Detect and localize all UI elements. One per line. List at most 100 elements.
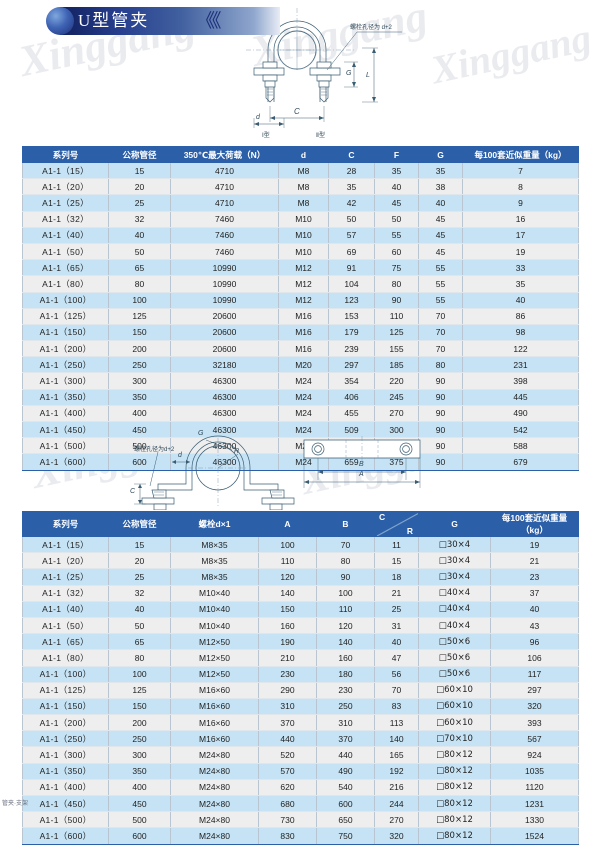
cell-3: M8 — [278, 194, 329, 212]
cell-4: 123 — [328, 291, 375, 309]
cell-2: 20600 — [170, 340, 279, 358]
cell-4: 28 — [328, 161, 375, 180]
cell-1: 25 — [108, 568, 171, 586]
cell-5: 245 — [374, 388, 419, 406]
cell-2: 7460 — [170, 210, 279, 228]
cell-3: 160 — [258, 616, 317, 635]
cell-4: 490 — [316, 762, 375, 780]
cell-1: 350 — [108, 388, 171, 406]
cell-1: 80 — [108, 649, 171, 667]
cell-3: M16 — [278, 340, 329, 358]
cell-3: M12 — [278, 275, 329, 293]
table-row: A1-1（450） 450 46300 M24 509 300 90 542 — [22, 420, 579, 439]
cell-1: 400 — [108, 778, 171, 797]
cell-7: 19 — [462, 242, 579, 261]
cell-5: 320 — [374, 827, 419, 845]
cell-1: 40 — [108, 600, 171, 618]
cell-2: M8×35 — [170, 568, 259, 586]
col-header-f: F — [374, 146, 419, 163]
table-row: A1-1（32） 32 M10×40 140 100 21 □40×4 37 — [22, 584, 579, 602]
cell-0: A1-1（350） — [22, 762, 109, 780]
table-row: A1-1（100） 100 10990 M12 123 90 55 40 — [22, 291, 579, 309]
cell-2: 46300 — [170, 437, 279, 455]
cell-6: □80×12 — [418, 811, 491, 829]
cell-7: 98 — [462, 323, 579, 342]
cell-0: A1-1（65） — [22, 633, 109, 651]
cell-1: 350 — [108, 762, 171, 780]
col-header-r: R — [406, 526, 413, 536]
cell-5: 15 — [374, 552, 419, 570]
cell-6: □60×10 — [418, 714, 491, 732]
cell-1: 250 — [108, 356, 171, 374]
cell-2: M24×80 — [170, 762, 259, 780]
u-bolt-clamp-drawing: 螺栓孔径为 d+2 C d G L Ⅰ型 Ⅱ型 — [232, 2, 432, 140]
cell-0: A1-1（500） — [22, 437, 109, 455]
cell-6: □70×10 — [418, 730, 491, 748]
cell-7: 33 — [462, 259, 579, 277]
cell-5: 83 — [374, 697, 419, 716]
dim-label-d: d — [178, 452, 182, 459]
cell-7: 542 — [462, 420, 579, 439]
cell-1: 80 — [108, 275, 171, 293]
cell-1: 450 — [108, 794, 171, 813]
dim-label-r: R — [234, 448, 240, 455]
cell-6: 38 — [418, 178, 463, 196]
cell-6: □80×12 — [418, 778, 491, 797]
cell-6: 70 — [418, 323, 463, 342]
cell-5: 56 — [374, 665, 419, 683]
cell-7: 588 — [462, 437, 579, 455]
cell-3: 370 — [258, 714, 317, 732]
cell-4: 455 — [328, 404, 375, 423]
cell-2: 7460 — [170, 242, 279, 261]
cell-1: 20 — [108, 178, 171, 196]
cell-3: M10 — [278, 210, 329, 228]
table-row: A1-1（150） 150 20600 M16 179 125 70 98 — [22, 323, 579, 342]
cell-2: M12×50 — [170, 633, 259, 651]
cell-3: M16 — [278, 307, 329, 325]
cell-0: A1-1（32） — [22, 584, 109, 602]
col-header-c-r: C R — [374, 511, 419, 537]
cell-3: 830 — [258, 827, 317, 845]
cell-1: 400 — [108, 404, 171, 423]
table-row: A1-1（25） 25 4710 M8 42 45 40 9 — [22, 194, 579, 212]
cell-0: A1-1（100） — [22, 291, 109, 309]
cell-3: M16 — [278, 323, 329, 342]
cell-6: 90 — [418, 420, 463, 439]
cell-0: A1-1（350） — [22, 388, 109, 406]
cell-6: 55 — [418, 275, 463, 293]
cell-7: 106 — [490, 649, 579, 667]
cell-4: 160 — [316, 649, 375, 667]
table2-body: A1-1（15） 15 M8×35 100 70 11 □30×4 19 A1-1（20） 20 M… — [22, 535, 579, 845]
cell-4: 104 — [328, 275, 375, 293]
cell-2: 32180 — [170, 356, 279, 374]
cell-1: 20 — [108, 552, 171, 570]
cell-2: 10990 — [170, 291, 279, 309]
cell-1: 600 — [108, 827, 171, 845]
cell-3: M10 — [278, 242, 329, 261]
cell-3: M12 — [278, 259, 329, 277]
cell-1: 500 — [108, 811, 171, 829]
cell-0: A1-1（300） — [22, 372, 109, 390]
table-row: A1-1（65） 65 10990 M12 91 75 55 33 — [22, 259, 579, 277]
cell-3: 120 — [258, 568, 317, 586]
cell-1: 125 — [108, 307, 171, 325]
table-row: A1-1（400） 400 46300 M24 455 270 90 490 — [22, 404, 579, 423]
cell-5: 50 — [374, 210, 419, 228]
cell-7: 35 — [462, 275, 579, 293]
cell-5: 125 — [374, 323, 419, 342]
cell-3: 520 — [258, 746, 317, 764]
col-header-weight: 每100套近似重量（kg） — [462, 146, 579, 163]
cell-7: 490 — [462, 404, 579, 423]
cell-2: M16×60 — [170, 697, 259, 716]
cell-2: M8×35 — [170, 535, 259, 554]
cell-6: □80×12 — [418, 746, 491, 764]
cell-7: 86 — [462, 307, 579, 325]
cell-1: 600 — [108, 453, 171, 471]
dim-label-c: C — [294, 107, 300, 116]
cell-0: A1-1（250） — [22, 356, 109, 374]
cell-2: 46300 — [170, 404, 279, 423]
cell-6: 90 — [418, 404, 463, 423]
cell-7: 16 — [462, 210, 579, 228]
cell-3: 140 — [258, 584, 317, 602]
saddle-clamp-svg — [134, 435, 421, 511]
